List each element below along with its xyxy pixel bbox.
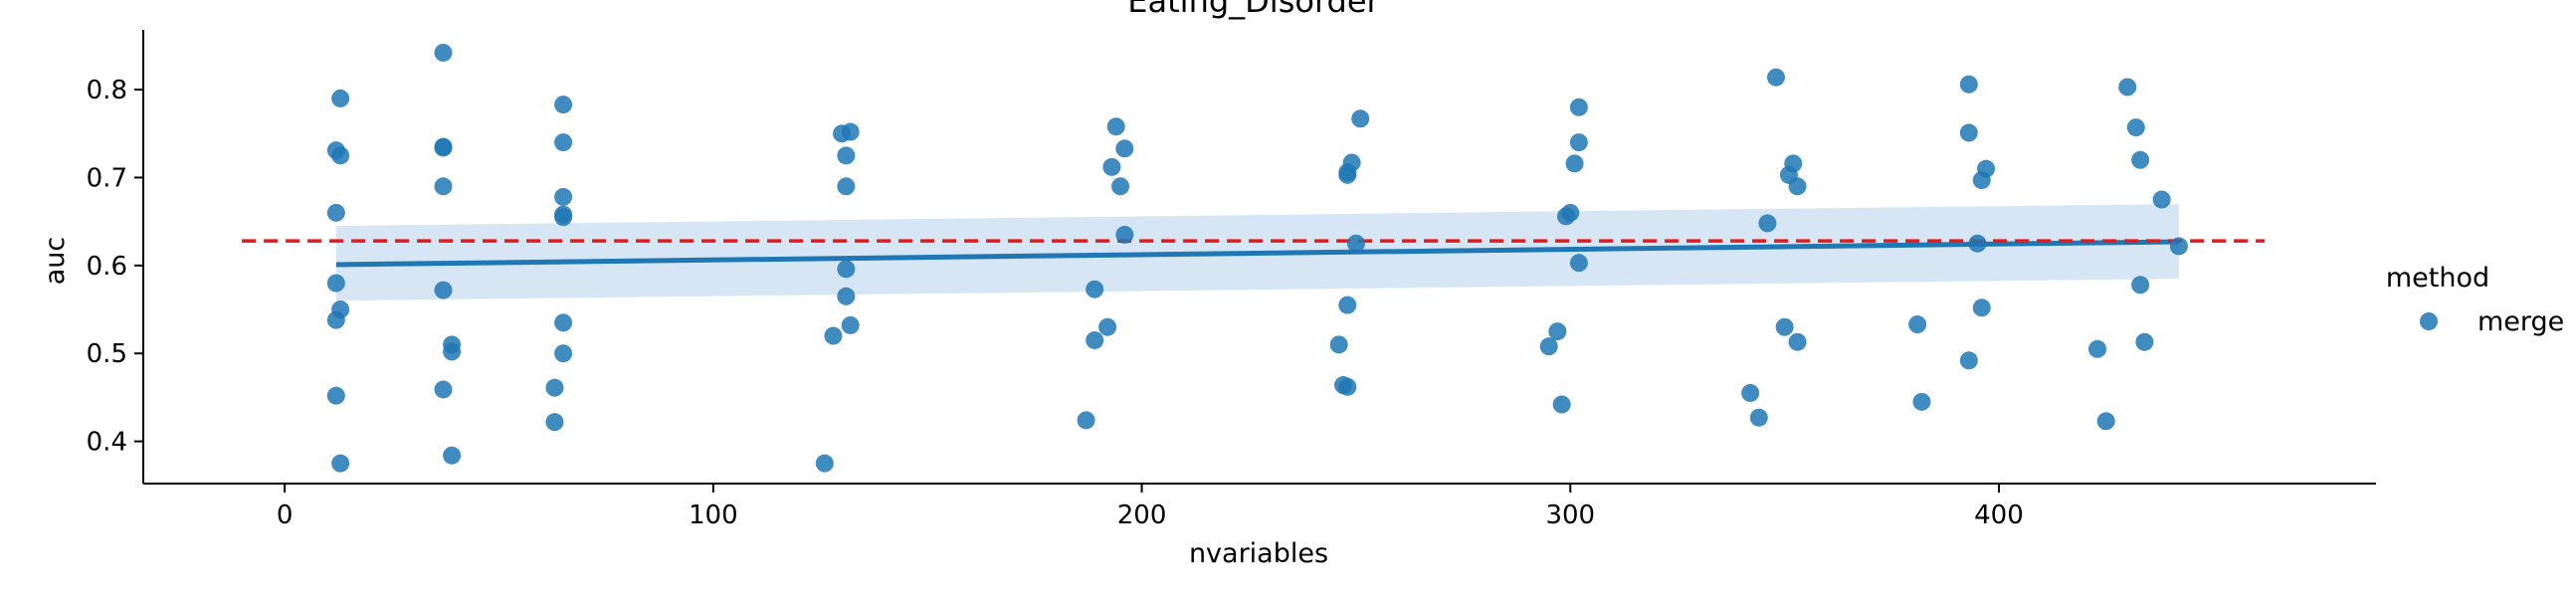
data-point-72	[1959, 75, 1978, 94]
data-point-20	[554, 187, 573, 206]
x-axis-title: nvariables	[1189, 538, 1328, 569]
data-point-26	[545, 413, 564, 432]
data-point-81	[2118, 78, 2137, 97]
data-point-89	[2096, 412, 2115, 431]
data-point-35	[815, 454, 834, 473]
data-point-1	[331, 146, 350, 165]
data-point-3	[326, 274, 345, 293]
data-point-25	[545, 378, 564, 397]
data-point-79	[1959, 351, 1978, 370]
x-tick-label-400: 400	[1974, 500, 2024, 530]
y-tick-label-0.6: 0.6	[87, 252, 127, 282]
data-point-67	[1758, 214, 1777, 233]
x-tick-label-200: 200	[1117, 500, 1167, 530]
data-point-41	[1086, 280, 1104, 298]
data-point-2	[326, 203, 345, 222]
x-tick-label-0: 0	[277, 500, 294, 530]
y-ticks: 0.4 0.5 0.6 0.7 0.8	[87, 76, 143, 458]
legend-marker	[2420, 312, 2438, 330]
data-point-45	[1351, 109, 1370, 128]
data-point-44	[1077, 411, 1095, 430]
data-point-48	[1338, 165, 1357, 184]
data-point-59	[1569, 254, 1588, 273]
data-point-86	[2131, 276, 2150, 295]
data-point-83	[2131, 150, 2150, 169]
data-point-80	[1912, 392, 1931, 411]
data-point-28	[841, 122, 860, 141]
data-point-16	[434, 380, 453, 399]
legend-entry-merge: merge	[2477, 306, 2564, 337]
data-point-82	[2126, 118, 2145, 137]
data-point-31	[837, 260, 856, 279]
data-point-62	[1552, 395, 1571, 414]
data-point-7	[331, 454, 350, 473]
regression-line	[335, 239, 2179, 268]
data-point-15	[443, 342, 462, 361]
legend: method merge	[2386, 263, 2564, 337]
data-point-18	[554, 96, 573, 114]
data-point-55	[1569, 133, 1588, 152]
y-tick-label-0.8: 0.8	[87, 76, 127, 105]
data-point-75	[1972, 171, 1991, 190]
plot-area	[242, 43, 2266, 473]
data-point-77	[1972, 298, 1991, 317]
data-point-23	[554, 313, 573, 332]
data-point-9	[434, 43, 453, 62]
data-point-17	[443, 446, 462, 465]
data-point-51	[1329, 335, 1348, 354]
data-point-34	[824, 326, 843, 345]
y-tick-label-0.7: 0.7	[87, 163, 127, 193]
data-point-19	[554, 133, 573, 152]
data-point-60	[1548, 322, 1567, 341]
data-point-58	[1556, 207, 1575, 226]
data-point-63	[1767, 68, 1786, 87]
data-point-30	[837, 177, 856, 196]
data-point-8	[331, 89, 350, 107]
data-point-39	[1111, 177, 1130, 196]
data-point-36	[1106, 117, 1125, 136]
y-tick-label-0.5: 0.5	[87, 339, 127, 369]
data-point-42	[1098, 317, 1117, 336]
data-point-61	[1539, 337, 1558, 356]
data-point-32	[837, 287, 856, 305]
data-point-24	[554, 344, 573, 363]
data-point-68	[1775, 317, 1794, 336]
data-point-70	[1741, 383, 1760, 402]
data-point-50	[1338, 296, 1357, 314]
x-tick-label-300: 300	[1545, 500, 1595, 530]
chart-title: Eating_Disorder	[1127, 0, 1380, 20]
x-tick-label-100: 100	[689, 500, 738, 530]
data-point-37	[1115, 139, 1134, 158]
data-point-13	[434, 281, 453, 299]
data-point-76	[1968, 234, 1987, 253]
y-tick-label-0.4: 0.4	[87, 428, 127, 458]
data-point-29	[837, 146, 856, 165]
data-point-56	[1565, 154, 1584, 173]
data-point-71	[1749, 408, 1768, 427]
data-point-5	[326, 310, 345, 329]
data-point-53	[1338, 377, 1357, 396]
x-ticks: 0 100 200 300 400	[277, 484, 2024, 530]
data-point-88	[2088, 339, 2107, 358]
y-axis-title: auc	[40, 237, 71, 286]
data-point-38	[1102, 157, 1121, 176]
data-point-85	[2169, 237, 2188, 256]
data-point-12	[434, 177, 453, 196]
data-point-73	[1959, 123, 1978, 142]
data-point-87	[2135, 332, 2154, 351]
legend-title: method	[2386, 263, 2489, 294]
data-point-11	[434, 138, 453, 157]
data-point-69	[1788, 332, 1807, 351]
data-point-33	[841, 315, 860, 334]
data-point-40	[1115, 225, 1134, 244]
data-point-22	[554, 208, 573, 227]
data-point-54	[1569, 98, 1588, 116]
data-point-49	[1346, 234, 1365, 253]
data-point-84	[2152, 190, 2171, 209]
data-point-6	[326, 386, 345, 405]
data-point-66	[1788, 177, 1807, 196]
data-point-43	[1086, 330, 1104, 349]
data-point-78	[1908, 315, 1927, 334]
